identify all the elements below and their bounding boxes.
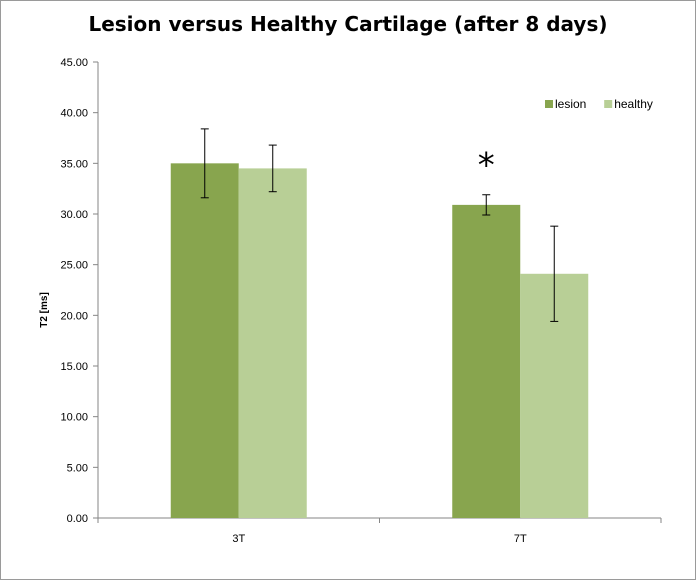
x-tick-label: 7T xyxy=(514,533,527,545)
y-axis-title: T2 [ms] xyxy=(39,292,50,328)
bar-lesion-3T xyxy=(170,163,239,519)
legend-label-lesion: lesion xyxy=(555,97,586,111)
y-tick-label: 35.00 xyxy=(60,158,88,170)
y-tick-label: 40.00 xyxy=(60,108,88,120)
legend-swatch-lesion xyxy=(545,100,553,108)
y-tick-label: 0.00 xyxy=(67,513,88,525)
legend-swatch-healthy xyxy=(604,100,613,108)
y-tick-label: 20.00 xyxy=(60,310,88,322)
y-tick-label: 15.00 xyxy=(60,361,88,373)
y-tick-label: 5.00 xyxy=(67,462,88,474)
y-tick-label: 30.00 xyxy=(60,209,88,221)
y-tick-label: 45.00 xyxy=(60,57,88,69)
bar-lesion-7T xyxy=(452,204,521,518)
chart-title: Lesion versus Healthy Cartilage (after 8… xyxy=(88,12,608,36)
x-tick-label: 3T xyxy=(232,533,245,545)
significance-asterisk: * xyxy=(478,146,495,186)
bar-healthy-3T xyxy=(238,168,307,518)
legend-label-healthy: healthy xyxy=(614,97,653,111)
y-tick-label: 10.00 xyxy=(60,412,88,424)
y-tick-label: 25.00 xyxy=(60,260,88,272)
